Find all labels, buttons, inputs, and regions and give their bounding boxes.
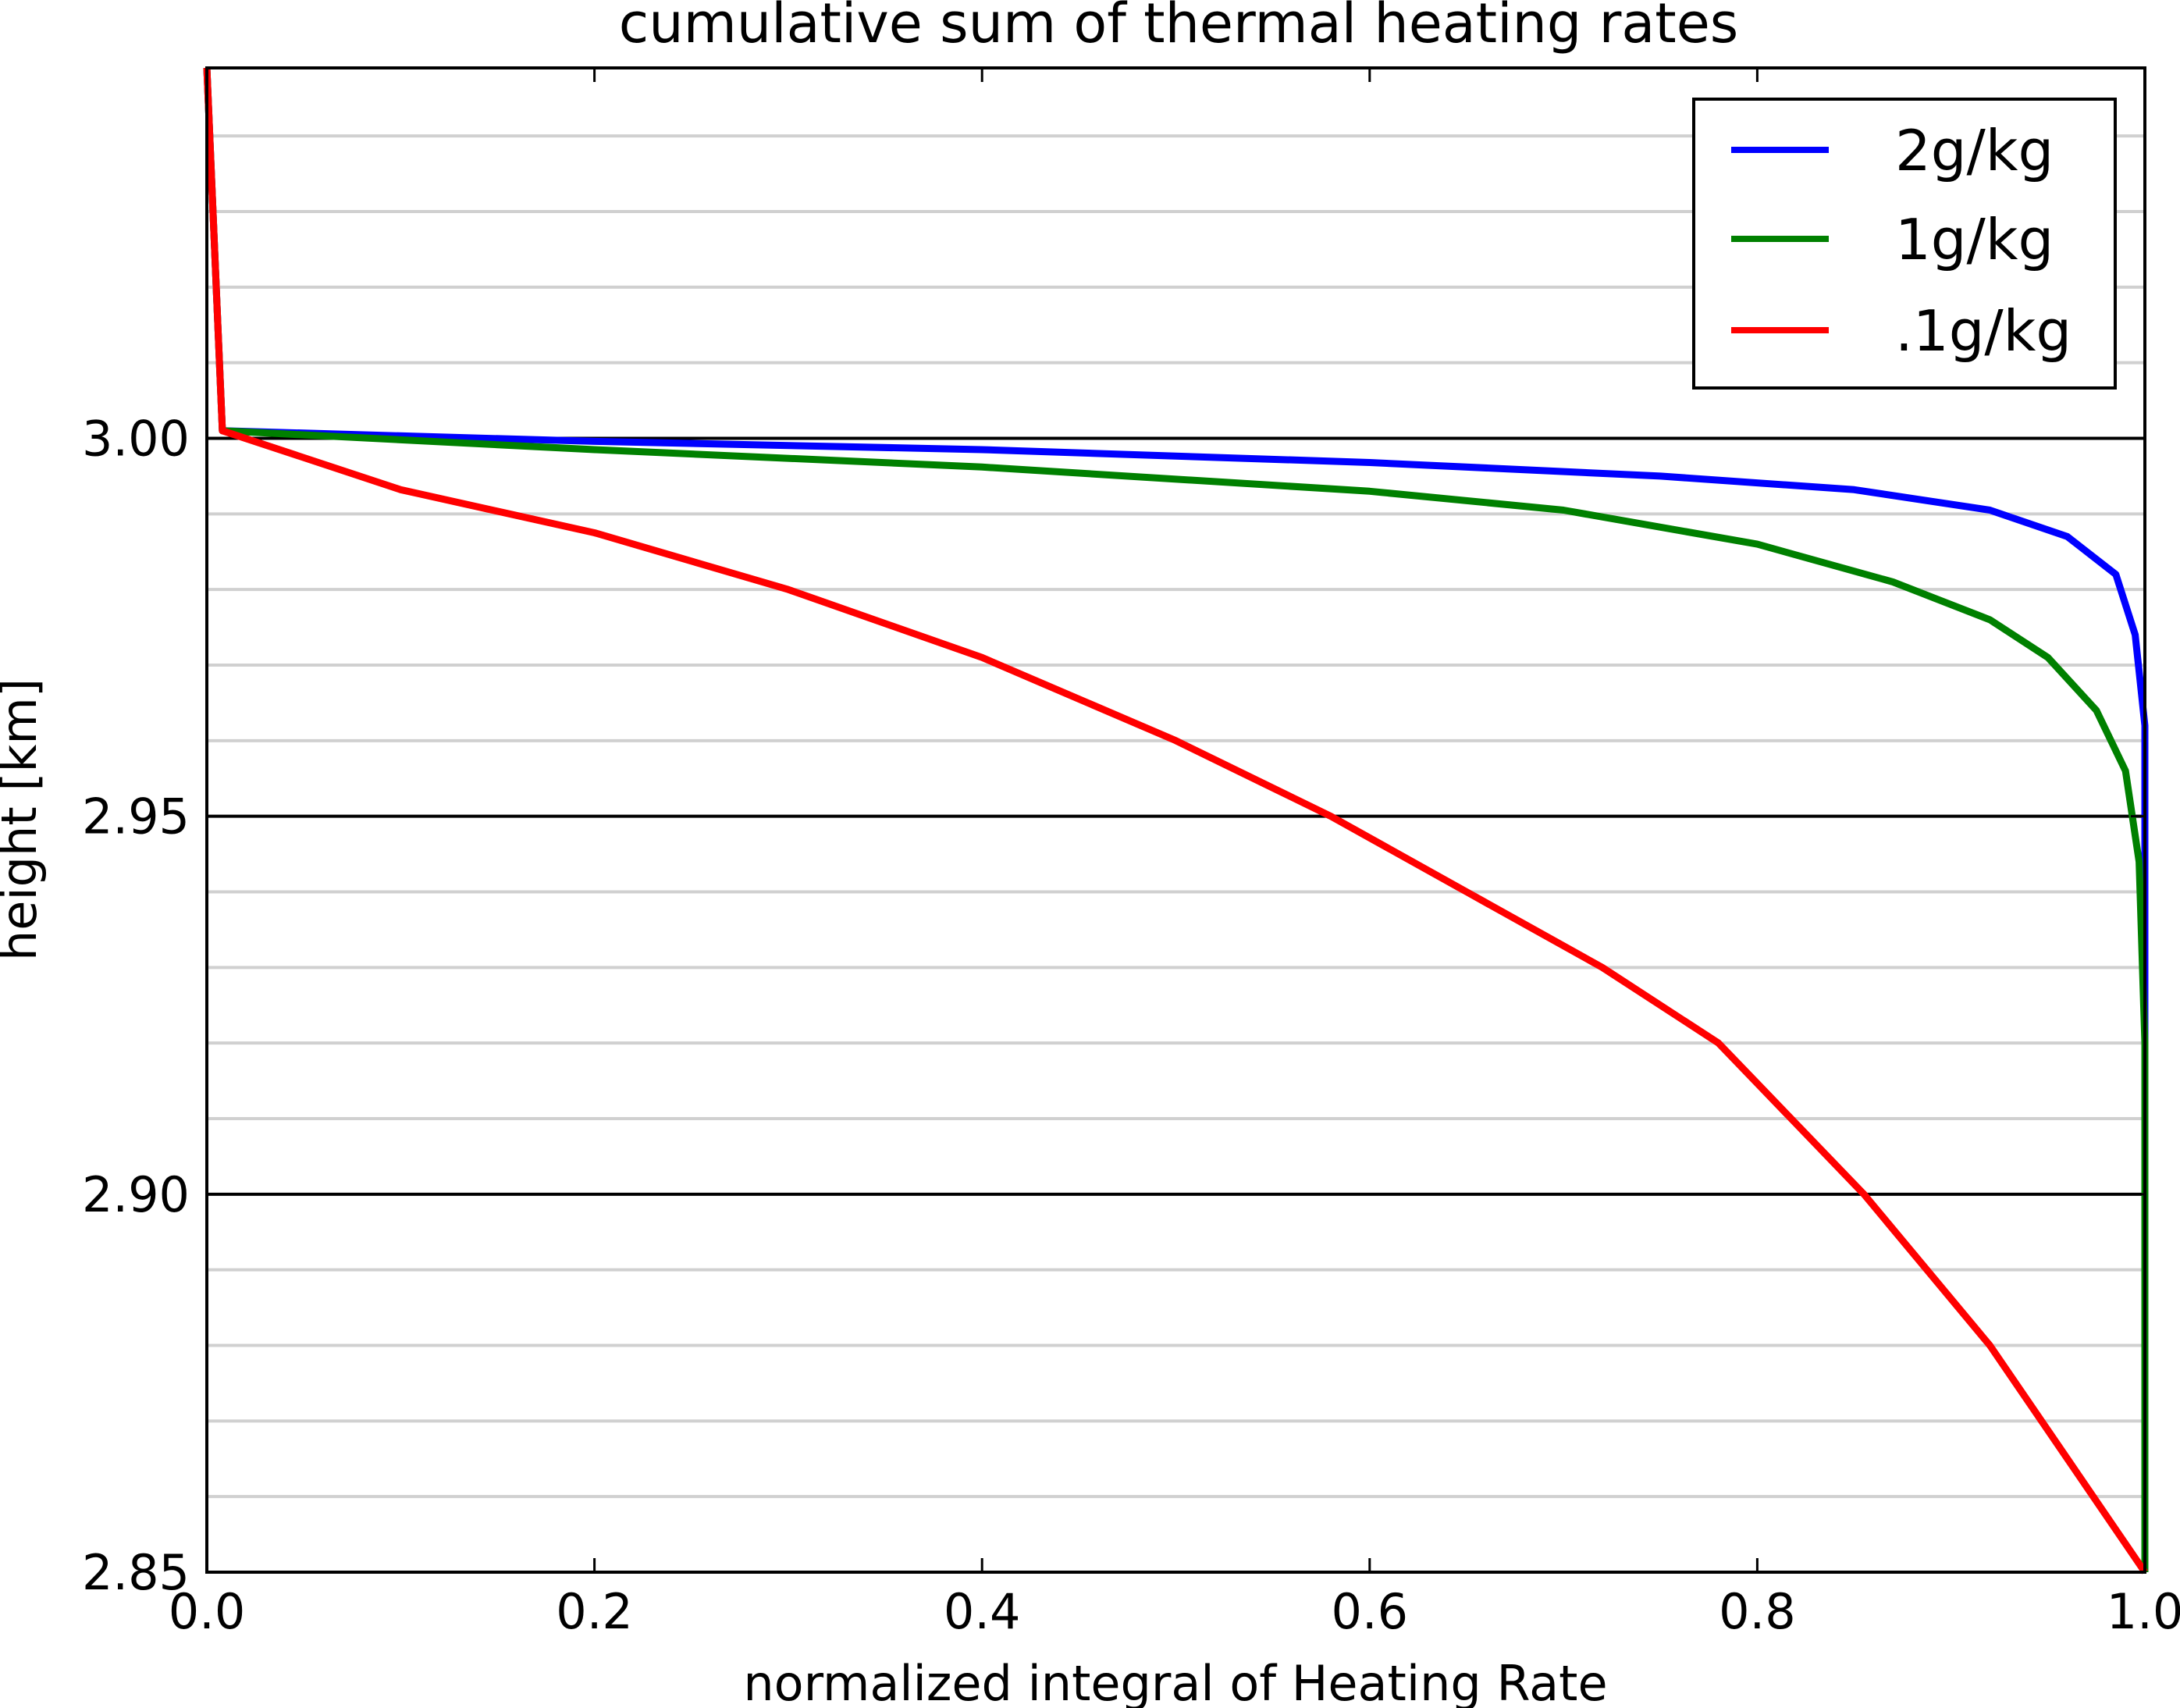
chart: cumulative sum of thermal heating rates … bbox=[0, 0, 2180, 1708]
x-tick-label: 0.2 bbox=[556, 1583, 633, 1640]
y-tick-label: 3.00 bbox=[82, 410, 190, 467]
y-tick-label: 2.95 bbox=[82, 788, 190, 845]
x-tick-label: 0.8 bbox=[1719, 1583, 1796, 1640]
legend-label-01g-kg: .1g/kg bbox=[1895, 298, 2072, 364]
x-tick-label: 0.4 bbox=[944, 1583, 1021, 1640]
legend: 2g/kg 1g/kg .1g/kg bbox=[1694, 99, 2115, 388]
y-axis-label: height [km] bbox=[0, 678, 48, 961]
legend-label-2g-kg: 2g/kg bbox=[1895, 118, 2054, 183]
x-tick-label: 1.0 bbox=[2107, 1583, 2180, 1640]
y-tick-label: 2.90 bbox=[82, 1166, 190, 1223]
legend-label-1g-kg: 1g/kg bbox=[1895, 207, 2054, 272]
x-tick-label: 0.6 bbox=[1331, 1583, 1408, 1640]
x-axis-label: normalized integral of Heating Rate bbox=[743, 1655, 1607, 1708]
y-tick-label: 2.85 bbox=[82, 1544, 190, 1601]
chart-title: cumulative sum of thermal heating rates bbox=[619, 0, 1739, 55]
